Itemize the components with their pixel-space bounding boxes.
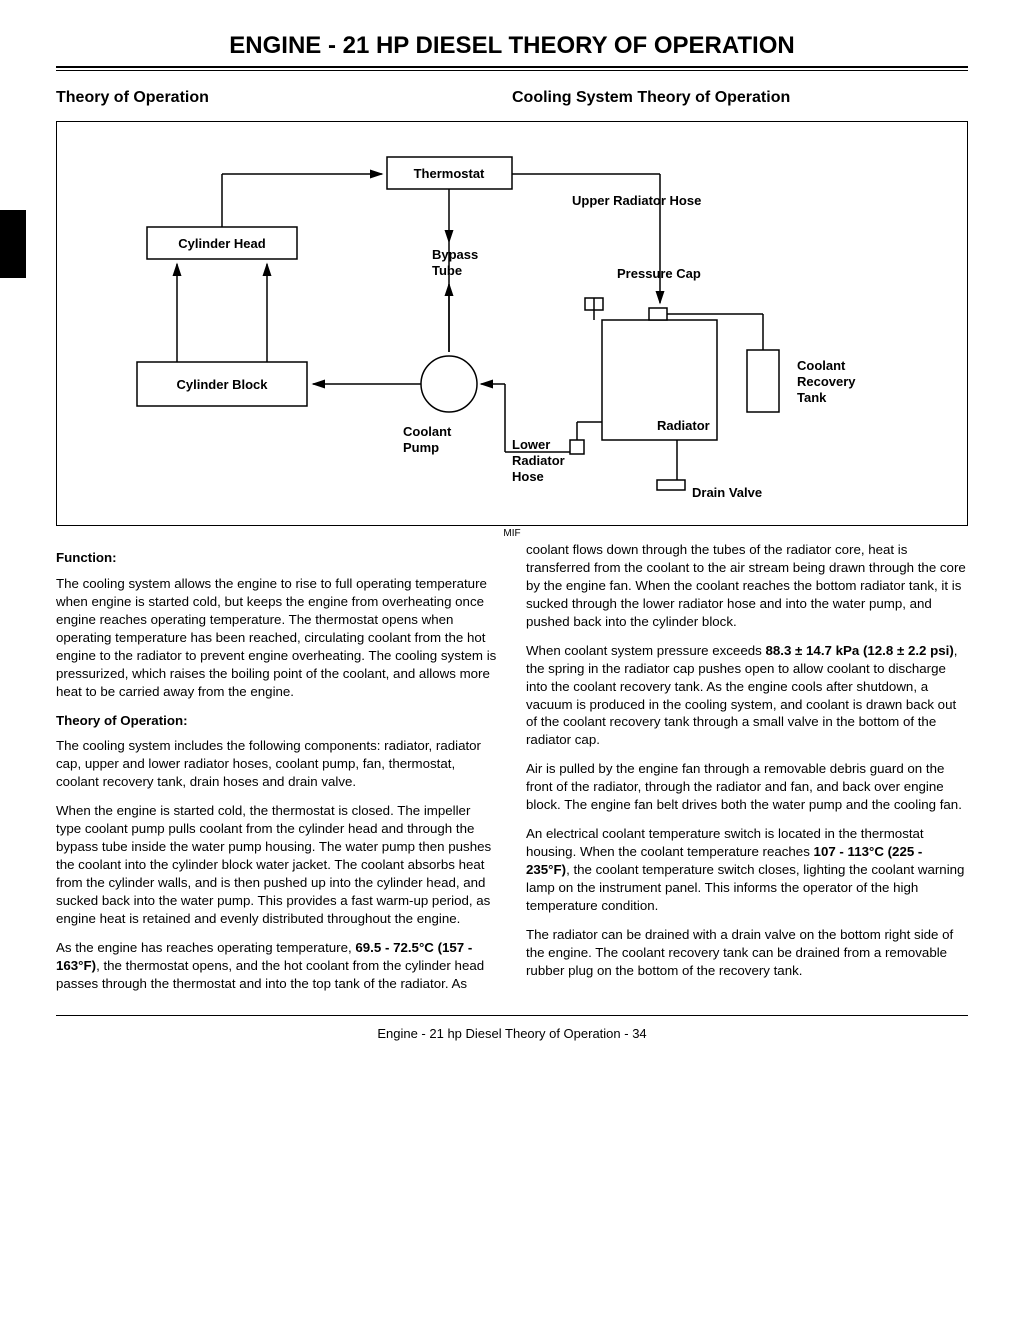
mif-label: MIF — [56, 528, 968, 539]
svg-text:Radiator: Radiator — [512, 453, 565, 468]
drain-paragraph: The radiator can be drained with a drain… — [526, 926, 968, 980]
theory-heading: Theory of Operation: — [56, 712, 498, 730]
svg-text:Drain Valve: Drain Valve — [692, 485, 762, 500]
subtitle-row: Theory of Operation Cooling System Theor… — [56, 89, 968, 107]
svg-text:Radiator: Radiator — [657, 418, 710, 433]
function-heading: Function: — [56, 549, 498, 567]
title-rule — [56, 66, 968, 71]
pressure-paragraph: When coolant system pressure exceeds 88.… — [526, 642, 968, 750]
subtitle-left: Theory of Operation — [56, 89, 512, 107]
svg-text:Bypass: Bypass — [432, 247, 478, 262]
svg-text:Coolant: Coolant — [797, 358, 846, 373]
svg-text:Pressure Cap: Pressure Cap — [617, 266, 701, 281]
svg-text:Upper Radiator Hose: Upper Radiator Hose — [572, 193, 701, 208]
cold-start-paragraph: When the engine is started cold, the the… — [56, 802, 498, 928]
page-title: ENGINE - 21 HP DIESEL THEORY OF OPERATIO… — [56, 32, 968, 66]
body-text: Function: The cooling system allows the … — [56, 541, 968, 993]
airflow-paragraph: Air is pulled by the engine fan through … — [526, 760, 968, 814]
svg-text:Coolant: Coolant — [403, 424, 452, 439]
svg-text:Thermostat: Thermostat — [414, 166, 485, 181]
page-footer: Engine - 21 hp Diesel Theory of Operatio… — [56, 1015, 968, 1041]
svg-text:Lower: Lower — [512, 437, 550, 452]
components-paragraph: The cooling system includes the followin… — [56, 737, 498, 791]
function-paragraph: The cooling system allows the engine to … — [56, 575, 498, 701]
svg-text:Recovery: Recovery — [797, 374, 856, 389]
subtitle-right: Cooling System Theory of Operation — [512, 89, 968, 107]
svg-text:Tank: Tank — [797, 390, 827, 405]
svg-text:Pump: Pump — [403, 440, 439, 455]
cooling-system-diagram: Thermostat Cylinder Head Cylinder Block … — [56, 121, 968, 526]
svg-text:Hose: Hose — [512, 469, 544, 484]
svg-text:Cylinder Head: Cylinder Head — [178, 236, 265, 251]
svg-text:Cylinder Block: Cylinder Block — [176, 377, 268, 392]
svg-text:Tube: Tube — [432, 263, 462, 278]
temp-switch-paragraph: An electrical coolant temperature switch… — [526, 825, 968, 915]
section-tab-marker — [0, 210, 26, 278]
